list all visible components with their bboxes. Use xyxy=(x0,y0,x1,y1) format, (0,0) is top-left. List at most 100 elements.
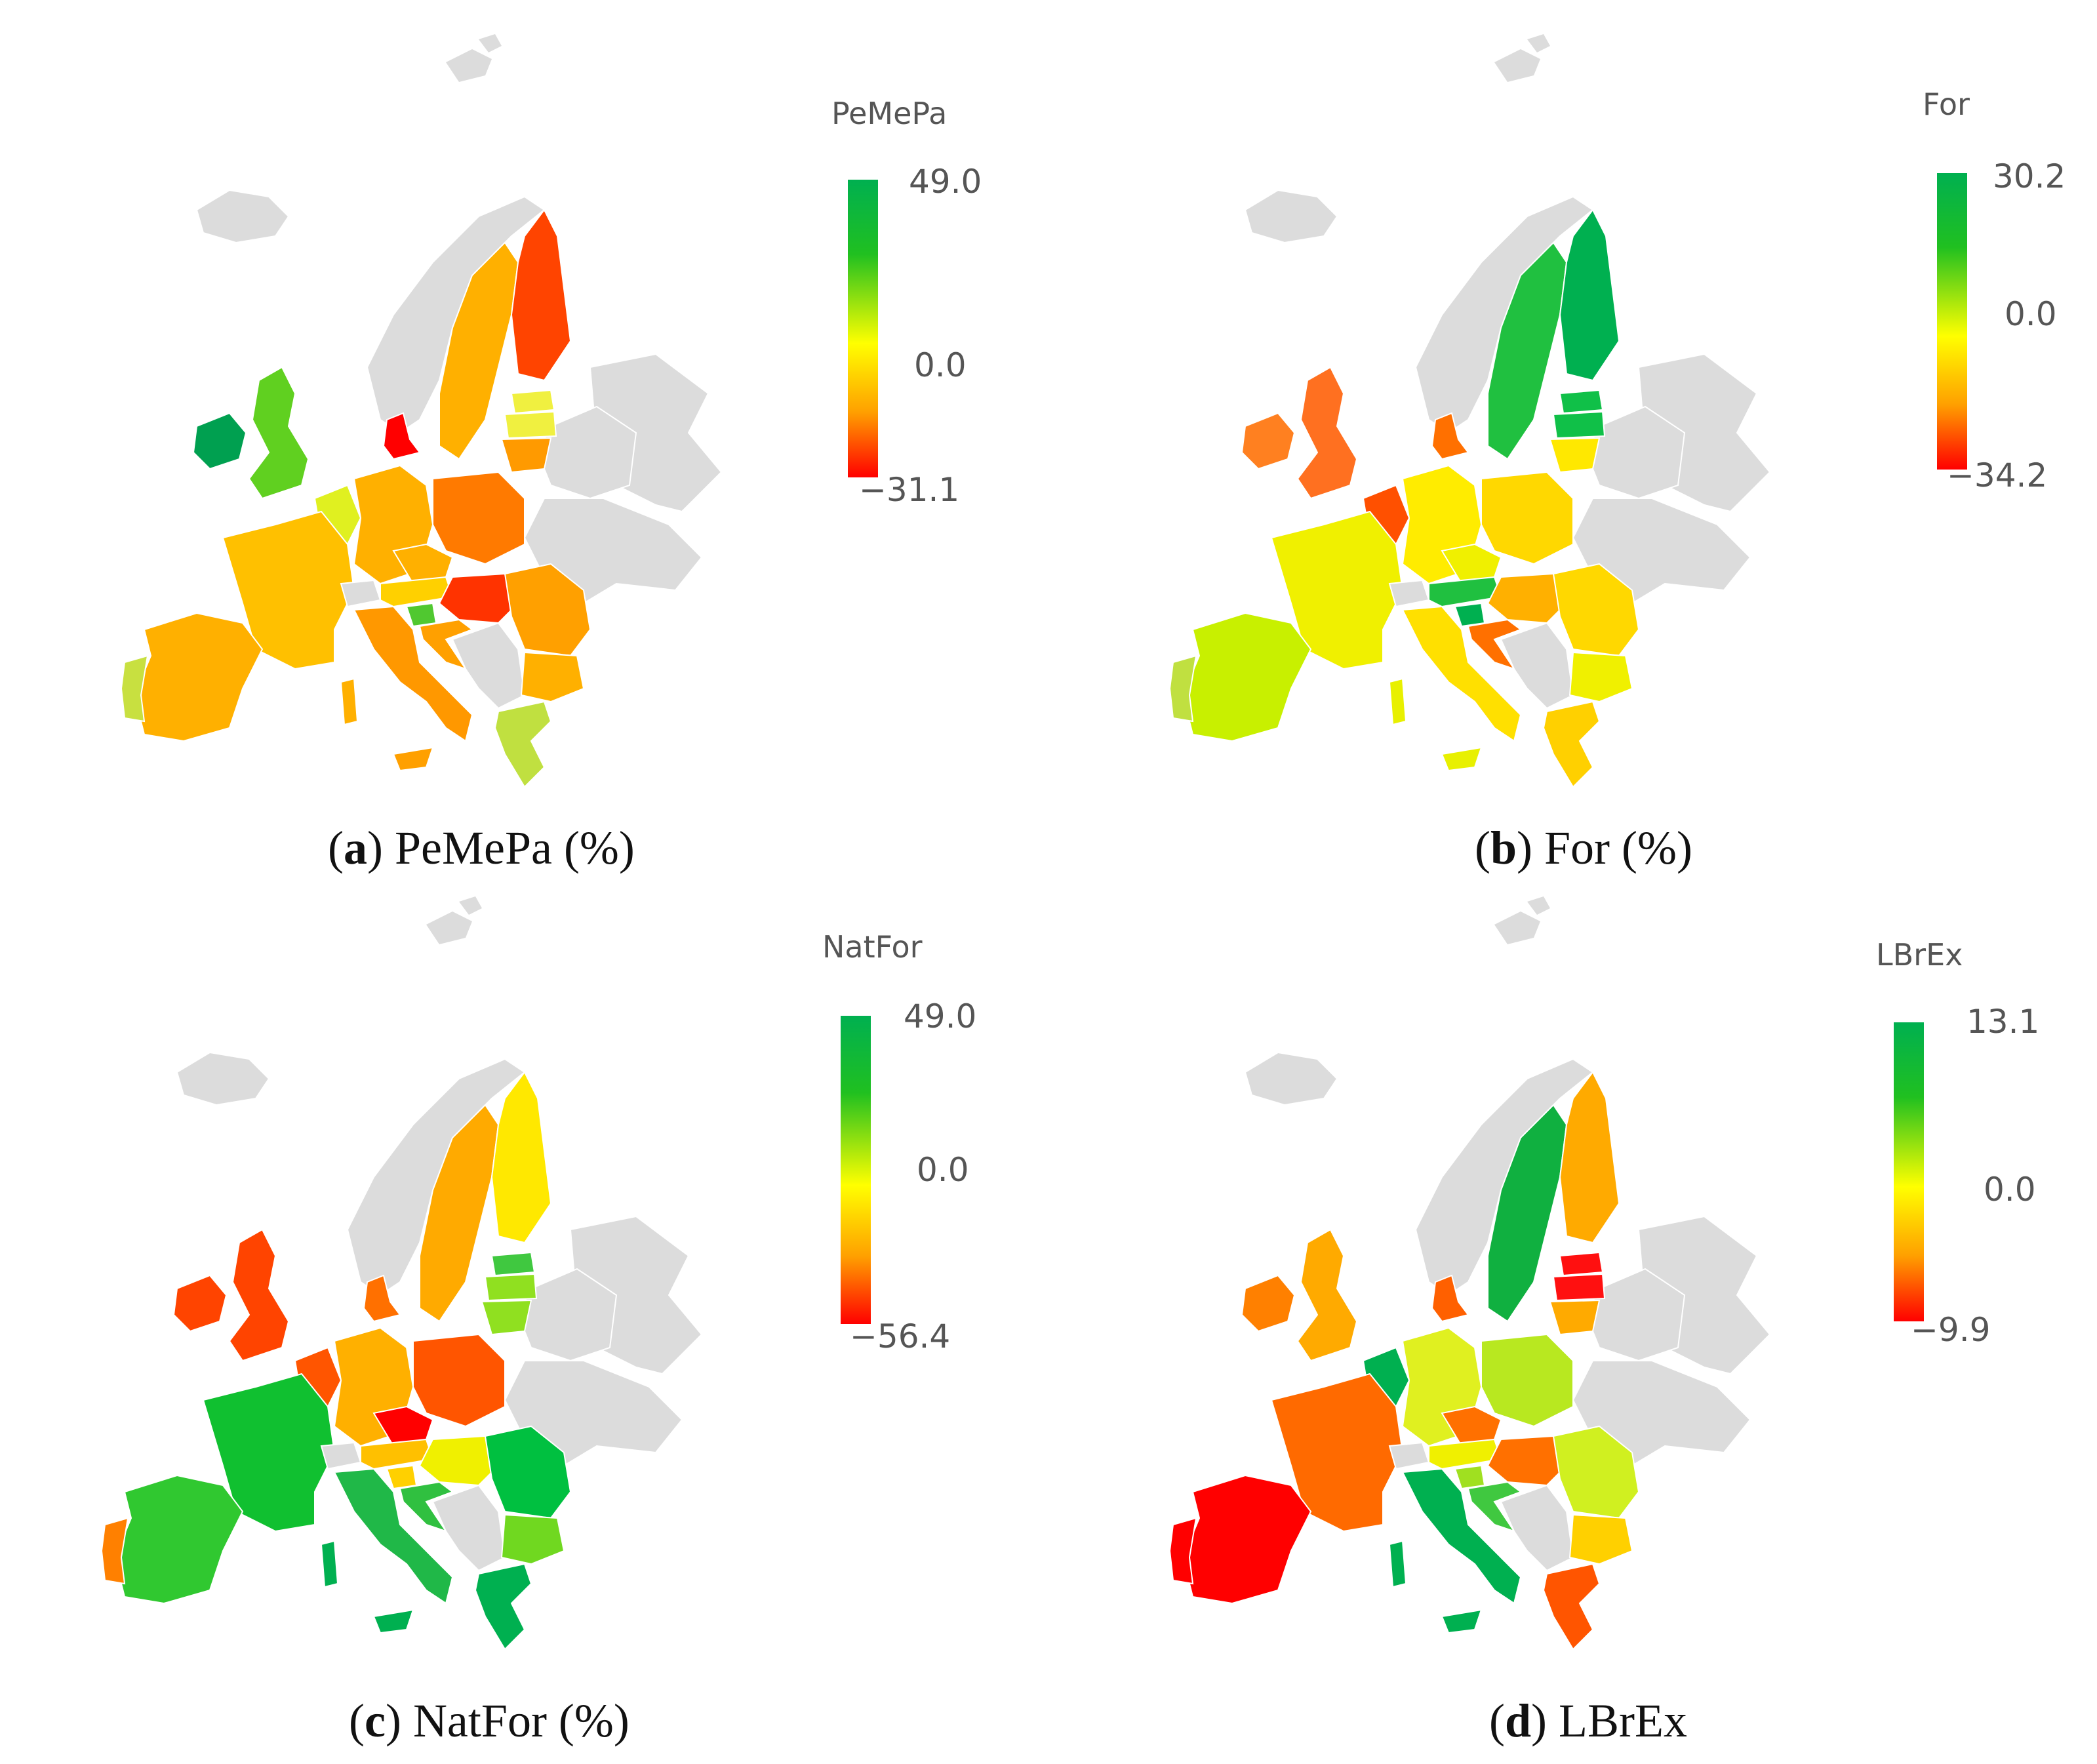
region-portugal xyxy=(100,1517,129,1585)
region-iberia xyxy=(133,612,264,742)
panel-caption: (d) LBrEx xyxy=(1489,1694,1687,1747)
region-ukraine xyxy=(523,498,703,605)
region-sardinia xyxy=(1388,1540,1407,1588)
region-slovenia xyxy=(1454,1464,1486,1490)
region-greece xyxy=(1542,1563,1601,1651)
caption-text: PeMePa (%) xyxy=(394,822,635,874)
region-portugal xyxy=(1168,654,1197,723)
legend-mid: 0.0 xyxy=(914,346,967,384)
region-latvia xyxy=(504,411,557,439)
region-iberia xyxy=(1182,612,1312,742)
region-greece xyxy=(494,700,552,788)
legend-max: 13.1 xyxy=(1967,1003,2040,1041)
region-svalbard xyxy=(1494,896,1550,944)
region-italy xyxy=(353,605,473,742)
region-poland xyxy=(432,471,525,565)
region-croatia xyxy=(1467,618,1523,670)
region-denmark xyxy=(1431,412,1469,460)
region-switzerland xyxy=(340,579,382,608)
region-estonia xyxy=(510,389,555,414)
region-balkans xyxy=(431,1484,506,1572)
region-bulgaria xyxy=(1568,1513,1633,1565)
region-latvia xyxy=(1552,1273,1606,1302)
caption-text: LBrEx xyxy=(1559,1694,1687,1747)
panel-c: NatFor 49.0 0.0 −56.4 (c) NatFor (%) xyxy=(0,882,1048,1764)
legend-mid: 0.0 xyxy=(2005,295,2057,333)
panel-caption: (a) PeMePa (%) xyxy=(328,822,635,874)
panel-d: LBrEx 13.1 0.0 −9.9 (d) LBrEx xyxy=(1048,882,2097,1764)
region-sardinia xyxy=(1388,677,1407,726)
colorbar xyxy=(1894,1022,1924,1321)
europe-map xyxy=(120,34,723,788)
region-slovenia xyxy=(1454,602,1486,628)
region-greece xyxy=(474,1563,532,1651)
region-portugal xyxy=(1168,1517,1197,1585)
region-italy xyxy=(1401,605,1522,742)
region-romania xyxy=(1552,1425,1640,1519)
region-latvia xyxy=(1552,411,1606,439)
panel-letter: b xyxy=(1490,822,1517,874)
region-lithuania xyxy=(1549,1299,1601,1336)
region-poland xyxy=(412,1333,506,1428)
legend-title: For xyxy=(1923,87,1970,122)
region-slovenia xyxy=(405,602,437,628)
europe-map xyxy=(1168,896,1771,1651)
region-finland xyxy=(1559,1071,1620,1244)
region-denmark xyxy=(1431,1274,1469,1323)
europe-map xyxy=(1168,34,1771,788)
region-norway xyxy=(1414,195,1594,434)
region-lithuania xyxy=(481,1299,532,1336)
region-croatia xyxy=(418,618,474,670)
region-denmark xyxy=(363,1274,401,1323)
legend-max: 49.0 xyxy=(904,997,977,1035)
region-ireland xyxy=(1241,412,1296,470)
region-norway xyxy=(1414,1058,1594,1296)
region-ireland xyxy=(172,1274,228,1333)
region-ireland xyxy=(192,412,247,470)
region-svalbard xyxy=(1494,34,1550,82)
region-iberia xyxy=(1182,1474,1312,1605)
legend-mid: 0.0 xyxy=(1984,1171,2036,1209)
panel-letter: c xyxy=(364,1694,386,1747)
europe-map xyxy=(100,896,703,1651)
region-sicily xyxy=(372,1609,414,1634)
panel-caption: (c) NatFor (%) xyxy=(349,1694,629,1747)
region-uk xyxy=(228,1228,290,1362)
region-uk xyxy=(1296,1228,1358,1362)
region-uk xyxy=(1296,366,1358,500)
region-estonia xyxy=(1559,389,1604,414)
region-iceland xyxy=(176,1051,270,1106)
region-balkans xyxy=(451,622,526,710)
region-lithuania xyxy=(1549,437,1601,473)
region-sicily xyxy=(392,746,434,772)
region-switzerland xyxy=(1388,579,1430,608)
region-slovenia xyxy=(386,1464,418,1490)
legend-title: LBrEx xyxy=(1876,937,1963,972)
region-croatia xyxy=(1467,1481,1523,1533)
panel-caption: (b) For (%) xyxy=(1475,822,1692,874)
region-iceland xyxy=(1244,1051,1338,1106)
region-svalbard xyxy=(426,896,482,944)
region-ukraine xyxy=(504,1360,683,1467)
region-estonia xyxy=(490,1251,536,1277)
legend-min: −56.4 xyxy=(850,1317,951,1355)
region-finland xyxy=(510,209,572,382)
panel-b: For 30.2 0.0 −34.2 (b) For (%) xyxy=(1048,0,2097,882)
legend-max: 49.0 xyxy=(909,163,982,201)
region-balkans xyxy=(1500,622,1574,710)
legend-min: −34.2 xyxy=(1947,456,2048,494)
panel-letter: a xyxy=(343,822,367,874)
panel-a: PeMePa 49.0 0.0 −31.1 (a) PeMePa (%) xyxy=(0,0,1048,882)
region-austria xyxy=(1428,576,1502,608)
region-norway xyxy=(346,1058,526,1296)
region-czechia xyxy=(372,1405,434,1447)
colorbar xyxy=(1937,173,1967,470)
region-bulgaria xyxy=(500,1513,565,1565)
region-lithuania xyxy=(500,437,552,473)
region-norway xyxy=(366,195,546,434)
region-ireland xyxy=(1241,1274,1296,1333)
region-austria xyxy=(1428,1438,1502,1470)
region-poland xyxy=(1481,471,1574,565)
region-switzerland xyxy=(1388,1441,1430,1470)
region-italy xyxy=(1401,1468,1522,1605)
